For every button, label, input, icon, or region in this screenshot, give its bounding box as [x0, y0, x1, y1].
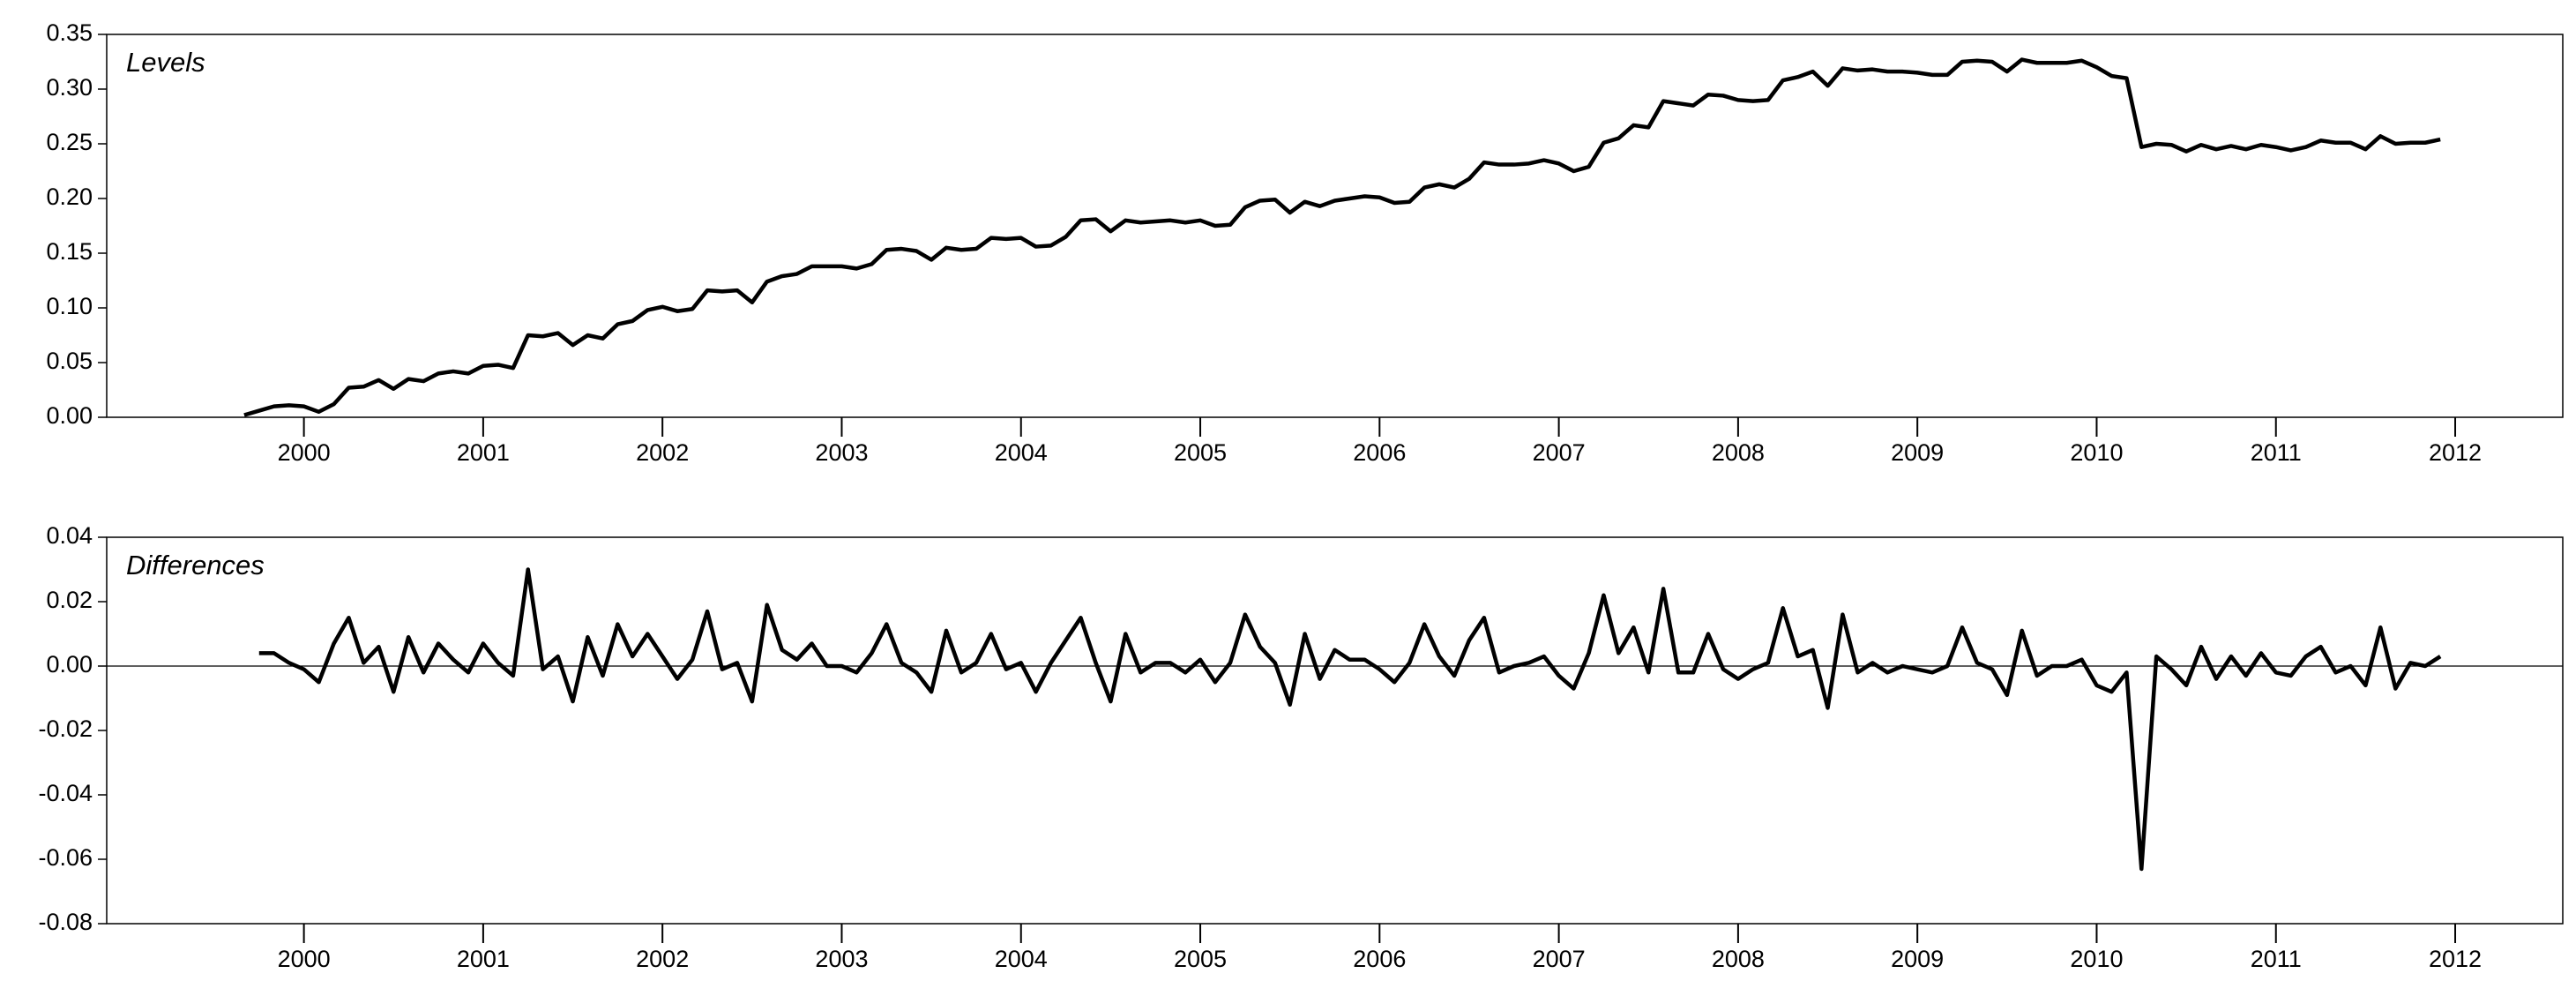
y-tick-label: -0.06 [38, 844, 93, 871]
x-tick-label: 2005 [1174, 946, 1227, 972]
y-tick-label: 0.04 [46, 522, 93, 549]
y-tick-label: -0.04 [38, 780, 93, 806]
y-tick-label: 0.15 [46, 238, 93, 265]
y-tick-label: 0.30 [46, 74, 93, 101]
x-tick-label: 2001 [457, 946, 510, 972]
x-tick-label: 2007 [1533, 946, 1586, 972]
y-tick-label: -0.02 [38, 715, 93, 742]
x-tick-label: 2009 [1891, 946, 1944, 972]
line [258, 567, 2442, 872]
x-tick-label: 2005 [1174, 439, 1227, 466]
x-tick-label: 2006 [1353, 946, 1406, 972]
x-tick-label: 2010 [2070, 946, 2123, 972]
x-tick-label: 2007 [1533, 439, 1586, 466]
y-tick-label: 0.25 [46, 129, 93, 155]
y-tick-label: 0.00 [46, 651, 93, 678]
line [243, 57, 2441, 417]
x-tick-label: 2008 [1712, 439, 1765, 466]
x-tick-label: 2000 [278, 439, 331, 466]
y-tick-label: 0.05 [46, 348, 93, 374]
x-tick-label: 2001 [457, 439, 510, 466]
chart-title: Levels [126, 47, 205, 78]
x-tick-label: 2012 [2429, 946, 2482, 972]
y-tick-label: 0.35 [46, 19, 93, 46]
x-tick-label: 2003 [815, 439, 868, 466]
y-tick-label: 0.00 [46, 402, 93, 429]
x-tick-label: 2006 [1353, 439, 1406, 466]
x-tick-label: 2011 [2251, 439, 2302, 466]
y-tick-label: 0.20 [46, 183, 93, 210]
chart-title: Differences [126, 550, 265, 580]
y-tick-label: 0.10 [46, 293, 93, 319]
x-tick-label: 2002 [636, 946, 689, 972]
x-tick-label: 2011 [2251, 946, 2302, 972]
x-tick-label: 2003 [815, 946, 868, 972]
x-tick-label: 2010 [2070, 439, 2123, 466]
y-tick-label: 0.02 [46, 587, 93, 613]
x-tick-label: 2000 [278, 946, 331, 972]
x-tick-label: 2002 [636, 439, 689, 466]
x-tick-label: 2004 [995, 946, 1048, 972]
series [258, 567, 2442, 872]
x-tick-label: 2004 [995, 439, 1048, 466]
y-tick-label: -0.08 [38, 909, 93, 935]
x-tick-label: 2009 [1891, 439, 1944, 466]
plot-frame [106, 536, 2564, 925]
series [243, 57, 2441, 417]
plot-frame [106, 34, 2564, 418]
x-tick-label: 2012 [2429, 439, 2482, 466]
x-tick-label: 2008 [1712, 946, 1765, 972]
